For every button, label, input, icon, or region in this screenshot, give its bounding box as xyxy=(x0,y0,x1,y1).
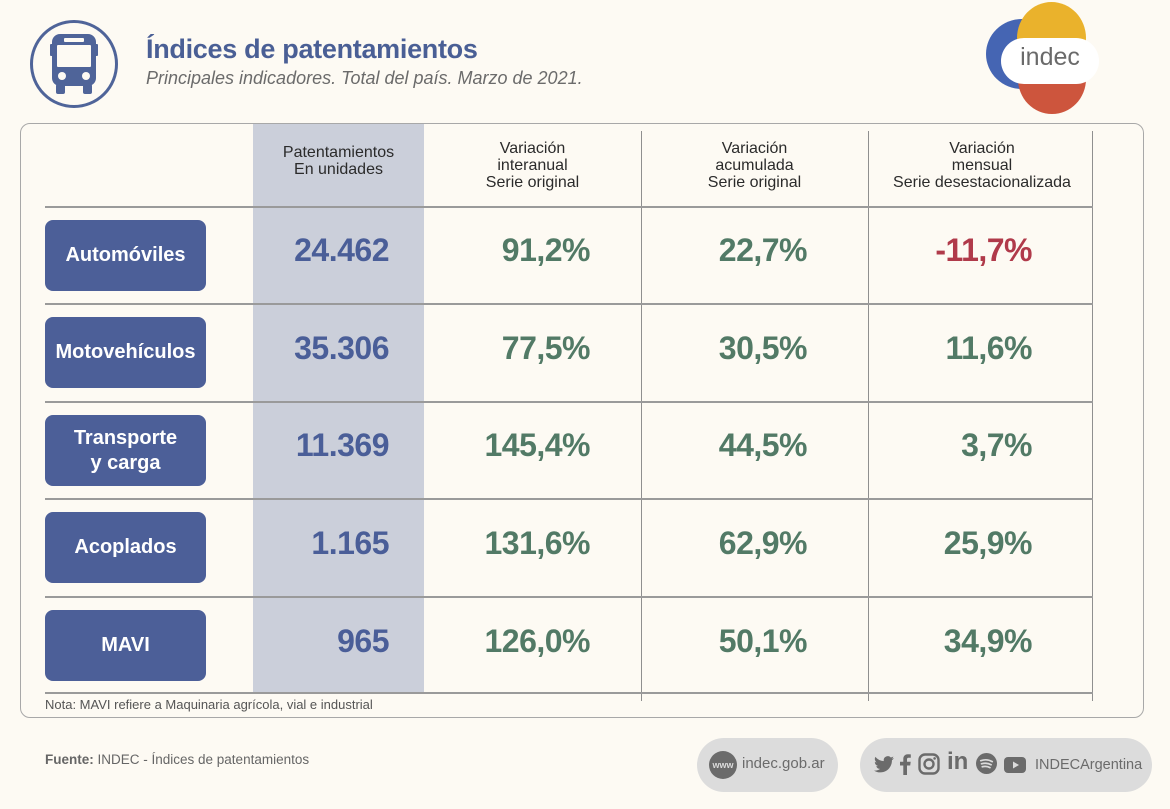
table-panel xyxy=(20,123,1144,718)
youtube-icon[interactable] xyxy=(1004,757,1026,773)
row-divider xyxy=(45,498,1093,500)
website-link[interactable]: www indec.gob.ar xyxy=(697,738,838,792)
interanual-value: 131,6% xyxy=(484,525,590,561)
interanual-value: 91,2% xyxy=(501,232,591,268)
column-header-line: mensual xyxy=(951,157,1013,174)
column-header-mensual: Variación mensual Serie desestacionaliza… xyxy=(868,140,1096,191)
row-divider xyxy=(45,596,1093,598)
category-label: Acoplados xyxy=(45,512,206,583)
interanual-value: 126,0% xyxy=(484,623,590,659)
row-divider xyxy=(45,206,1093,208)
units-value: 11.369 xyxy=(295,427,390,463)
column-divider xyxy=(641,131,642,701)
column-header-line: En unidades xyxy=(294,161,383,178)
twitter-icon[interactable] xyxy=(874,756,894,773)
facebook-icon[interactable] xyxy=(900,754,911,775)
category-label: Motovehículos xyxy=(45,317,206,388)
acumulada-value: 50,1% xyxy=(718,623,808,659)
column-header-units: Patentamientos En unidades xyxy=(253,144,424,178)
column-header-line: Serie desestacionalizada xyxy=(893,174,1071,191)
column-header-line: Patentamientos xyxy=(282,144,395,161)
acumulada-value: 44,5% xyxy=(718,427,808,463)
units-value: 965 xyxy=(337,623,389,659)
units-value: 35.306 xyxy=(294,330,389,366)
row-divider xyxy=(45,401,1093,403)
social-handle[interactable]: INDECArgentina xyxy=(1035,757,1143,773)
column-header-acumulada: Variación acumulada Serie original xyxy=(641,140,868,191)
interanual-value: 77,5% xyxy=(501,330,591,366)
interanual-value: 145,4% xyxy=(484,427,590,463)
page-title: Índices de patentamientos xyxy=(146,34,478,64)
source-label: Fuente: xyxy=(45,752,94,767)
column-header-line: Serie original xyxy=(707,174,802,191)
social-links: in INDECArgentina xyxy=(860,738,1152,792)
source-text: Fuente: INDEC - Índices de patentamiento… xyxy=(45,752,309,767)
units-column-highlight xyxy=(253,124,424,692)
acumulada-value: 22,7% xyxy=(718,232,808,268)
category-label: Transporte y carga xyxy=(45,415,206,486)
logo-text: indec xyxy=(1020,43,1080,71)
logo-pill xyxy=(1001,38,1099,84)
column-header-line: Variación xyxy=(949,140,1015,157)
bus-icon xyxy=(30,20,118,108)
column-header-line: interanual xyxy=(497,157,568,174)
units-value: 24.462 xyxy=(294,232,389,268)
instagram-icon[interactable] xyxy=(918,753,940,775)
row-divider xyxy=(45,692,1093,694)
category-label: Automóviles xyxy=(45,220,206,291)
column-divider xyxy=(1092,131,1093,701)
www-icon: www xyxy=(709,751,737,779)
page-subtitle: Principales indicadores. Total del país.… xyxy=(146,68,583,88)
source-value: INDEC - Índices de patentamientos xyxy=(93,752,310,767)
column-header-line: acumulada xyxy=(715,157,794,174)
mensual-value: 3,7% xyxy=(961,427,1032,463)
linkedin-icon[interactable]: in xyxy=(947,748,969,775)
category-label: MAVI xyxy=(45,610,206,681)
indec-logo: indec xyxy=(984,2,1106,114)
acumulada-value: 62,9% xyxy=(718,525,808,561)
table-note: Nota: MAVI refiere a Maquinaria agrícola… xyxy=(45,697,373,712)
mensual-value: 11,6% xyxy=(945,330,1033,366)
column-header-interanual: Variación interanual Serie original xyxy=(424,140,641,191)
column-header-line: Variación xyxy=(499,140,566,157)
website-url[interactable]: indec.gob.ar xyxy=(742,755,825,772)
column-header-line: Serie original xyxy=(485,174,580,191)
mensual-value: -11,7% xyxy=(935,232,1032,268)
mensual-value: 34,9% xyxy=(943,623,1033,659)
column-divider xyxy=(868,131,869,701)
row-divider xyxy=(45,303,1093,305)
acumulada-value: 30,5% xyxy=(718,330,808,366)
mensual-value: 25,9% xyxy=(943,525,1033,561)
spotify-icon[interactable] xyxy=(976,753,997,774)
column-header-line: Variación xyxy=(721,140,788,157)
units-value: 1.165 xyxy=(311,525,389,561)
